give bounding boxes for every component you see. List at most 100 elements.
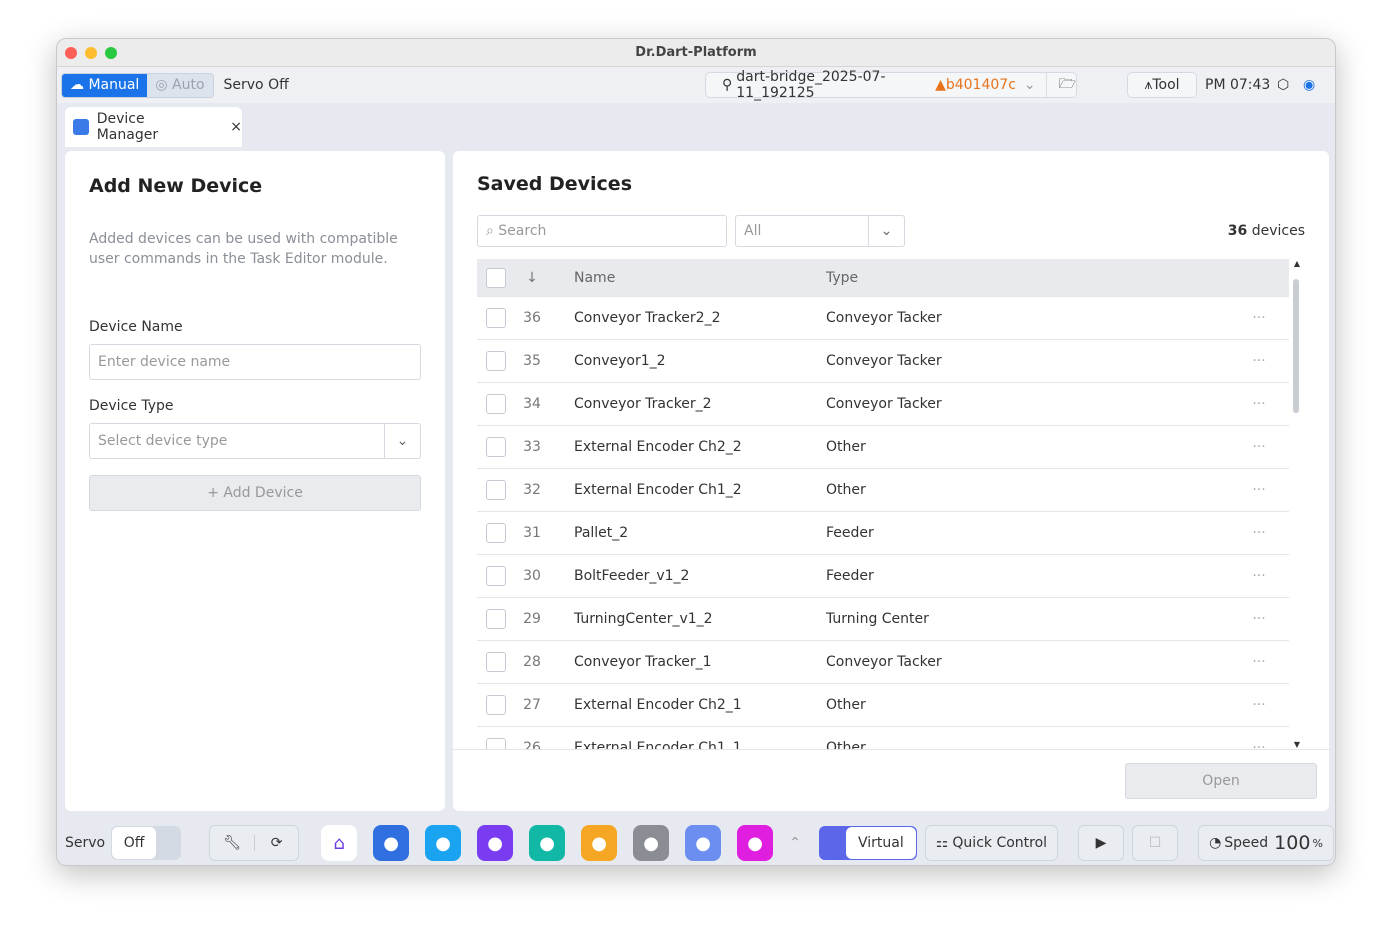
chevron-up-icon[interactable]: ⌃ xyxy=(789,835,801,851)
settings-icon[interactable]: ● xyxy=(633,825,670,861)
more-icon[interactable]: ··· xyxy=(1252,568,1266,584)
warning-icon: ▲ xyxy=(935,77,946,93)
table-row[interactable]: 34 Conveyor Tracker_2 Conveyor Tacker ··· xyxy=(477,383,1289,426)
more-icon[interactable]: ··· xyxy=(1252,740,1266,749)
log-icon[interactable]: ● xyxy=(581,825,618,861)
sort-icon[interactable]: ↓ xyxy=(526,269,538,286)
row-number: 31 xyxy=(523,525,541,541)
row-checkbox[interactable] xyxy=(486,738,506,749)
servo-toggle[interactable]: Off xyxy=(111,826,182,860)
open-button[interactable]: Open xyxy=(1125,763,1317,799)
row-checkbox[interactable] xyxy=(486,566,506,586)
row-checkbox[interactable] xyxy=(486,652,506,672)
table-row[interactable]: 28 Conveyor Tracker_1 Conveyor Tacker ··· xyxy=(477,641,1289,684)
table-row[interactable]: 35 Conveyor1_2 Conveyor Tacker ··· xyxy=(477,340,1289,383)
project-selector[interactable]: ⚲ dart-bridge_2025-07-11_192125 ▲ b40140… xyxy=(705,69,1077,101)
play-icon: ▶ xyxy=(1095,835,1107,851)
more-icon[interactable]: ··· xyxy=(1252,654,1266,670)
table-row[interactable]: 29 TurningCenter_v1_2 Turning Center ··· xyxy=(477,598,1289,641)
row-checkbox[interactable] xyxy=(486,523,506,543)
monitor-icon[interactable]: ● xyxy=(529,825,566,861)
scrollbar[interactable]: ▲ ▼ xyxy=(1289,259,1305,749)
device-name-input[interactable]: Enter device name xyxy=(89,344,421,380)
more-icon[interactable]: ··· xyxy=(1252,439,1266,455)
table-header: ↓ Name Type xyxy=(477,259,1289,297)
home-icon[interactable]: ⌂ xyxy=(321,825,358,861)
column-type[interactable]: Type xyxy=(826,269,859,286)
stop-button[interactable]: ☐ xyxy=(1132,825,1179,861)
app-window: Dr.Dart-Platform ☁ Manual ◎ Auto Servo O… xyxy=(56,38,1336,866)
row-checkbox[interactable] xyxy=(486,695,506,715)
table-row[interactable]: 27 External Encoder Ch2_1 Other ··· xyxy=(477,684,1289,727)
scrollbar-thumb[interactable] xyxy=(1293,279,1299,413)
more-icon[interactable]: ··· xyxy=(1252,525,1266,541)
wrench-icon[interactable]: 🔧︎ xyxy=(223,835,241,851)
more-icon[interactable]: ··· xyxy=(1252,611,1266,627)
table-row[interactable]: 32 External Encoder Ch1_2 Other ··· xyxy=(477,469,1289,512)
store-icon[interactable]: ● xyxy=(737,825,774,861)
close-window-button[interactable] xyxy=(65,47,77,59)
device-name: TurningCenter_v1_2 xyxy=(574,611,713,627)
column-name[interactable]: Name xyxy=(574,269,616,286)
device-type-select[interactable]: Select device type ⌄ xyxy=(89,423,421,459)
more-icon[interactable]: ··· xyxy=(1252,396,1266,412)
robot-icon[interactable]: ● xyxy=(373,825,410,861)
scroll-up-icon[interactable]: ▲ xyxy=(1293,259,1301,268)
mode-switch[interactable]: ☁ Manual ◎ Auto xyxy=(61,72,214,98)
type-filter-select[interactable]: All ⌄ xyxy=(735,215,905,247)
robot-icon: ⚲ xyxy=(722,77,733,93)
row-number: 27 xyxy=(523,697,541,713)
row-checkbox[interactable] xyxy=(486,437,506,457)
recovery-icon[interactable]: ⟳ xyxy=(254,835,298,851)
table-row[interactable]: 33 External Encoder Ch2_2 Other ··· xyxy=(477,426,1289,469)
table-row[interactable]: 31 Pallet_2 Feeder ··· xyxy=(477,512,1289,555)
row-number: 30 xyxy=(523,568,541,584)
select-all-checkbox[interactable] xyxy=(486,267,506,288)
device-name: Conveyor Tracker2_2 xyxy=(574,310,721,326)
table-row[interactable]: 36 Conveyor Tracker2_2 Conveyor Tacker ··· xyxy=(477,297,1289,340)
add-device-button[interactable]: + Add Device xyxy=(89,475,421,511)
more-icon[interactable]: ··· xyxy=(1252,310,1266,326)
play-button[interactable]: ▶ xyxy=(1078,825,1125,861)
tab-device-manager[interactable]: Device Manager × xyxy=(65,107,242,147)
remote-icon[interactable]: ● xyxy=(685,825,722,861)
row-checkbox[interactable] xyxy=(486,308,506,328)
maximize-window-button[interactable] xyxy=(105,47,117,59)
window-title: Dr.Dart-Platform xyxy=(635,45,757,60)
row-checkbox[interactable] xyxy=(486,351,506,371)
add-device-description: Added devices can be used with compatibl… xyxy=(89,231,398,267)
row-number: 28 xyxy=(523,654,541,670)
more-icon[interactable]: ··· xyxy=(1252,697,1266,713)
virtual-toggle[interactable]: Virtual xyxy=(818,826,917,860)
quick-control-button[interactable]: ⚏ Quick Control xyxy=(924,825,1059,861)
minimize-window-button[interactable] xyxy=(85,47,97,59)
row-checkbox[interactable] xyxy=(486,609,506,629)
saved-devices-panel: Saved Devices ⌕ Search All ⌄ 36 devices ↓… xyxy=(453,151,1329,811)
folder-icon[interactable]: 🗁 xyxy=(1045,73,1076,97)
title-bar: Dr.Dart-Platform xyxy=(57,39,1335,67)
auto-mode-button[interactable]: ◎ Auto xyxy=(147,73,213,97)
manual-mode-button[interactable]: ☁ Manual xyxy=(62,73,148,97)
quick-control-icon: ⚏ xyxy=(935,835,949,851)
more-icon[interactable]: ··· xyxy=(1252,353,1266,369)
table-row[interactable]: 30 BoltFeeder_v1_2 Feeder ··· xyxy=(477,555,1289,598)
table-row[interactable]: 26 External Encoder Ch1_1 Other ··· xyxy=(477,727,1289,749)
bottom-dock: Servo Off 🔧︎ ⟳ ⌂ ● ● ● ● ● ● ● ● ⌃ Virtual ⚏ Quic… xyxy=(57,819,1335,865)
device-name-label: Device Name xyxy=(89,319,183,335)
tool-button[interactable]: ⩚ Tool xyxy=(1127,72,1197,98)
device-type: Other xyxy=(826,482,866,498)
search-input[interactable]: ⌕ Search xyxy=(477,215,727,247)
network-icon[interactable]: ⬡ xyxy=(1277,77,1290,93)
task-editor-icon[interactable]: ● xyxy=(425,825,462,861)
more-icon[interactable]: ··· xyxy=(1252,482,1266,498)
row-checkbox[interactable] xyxy=(486,394,506,414)
device-type: Conveyor Tacker xyxy=(826,310,942,326)
toolbar: ☁ Manual ◎ Auto Servo Off ⚲ dart-bridge_… xyxy=(57,67,1335,103)
jog-icon[interactable]: ● xyxy=(477,825,514,861)
close-tab-icon[interactable]: × xyxy=(230,119,242,135)
speed-control[interactable]: ◔ Speed 100% xyxy=(1198,825,1334,861)
scroll-down-icon[interactable]: ▼ xyxy=(1293,740,1301,749)
sync-icon[interactable]: ◉ xyxy=(1303,77,1316,93)
row-checkbox[interactable] xyxy=(486,480,506,500)
row-number: 36 xyxy=(523,310,541,326)
